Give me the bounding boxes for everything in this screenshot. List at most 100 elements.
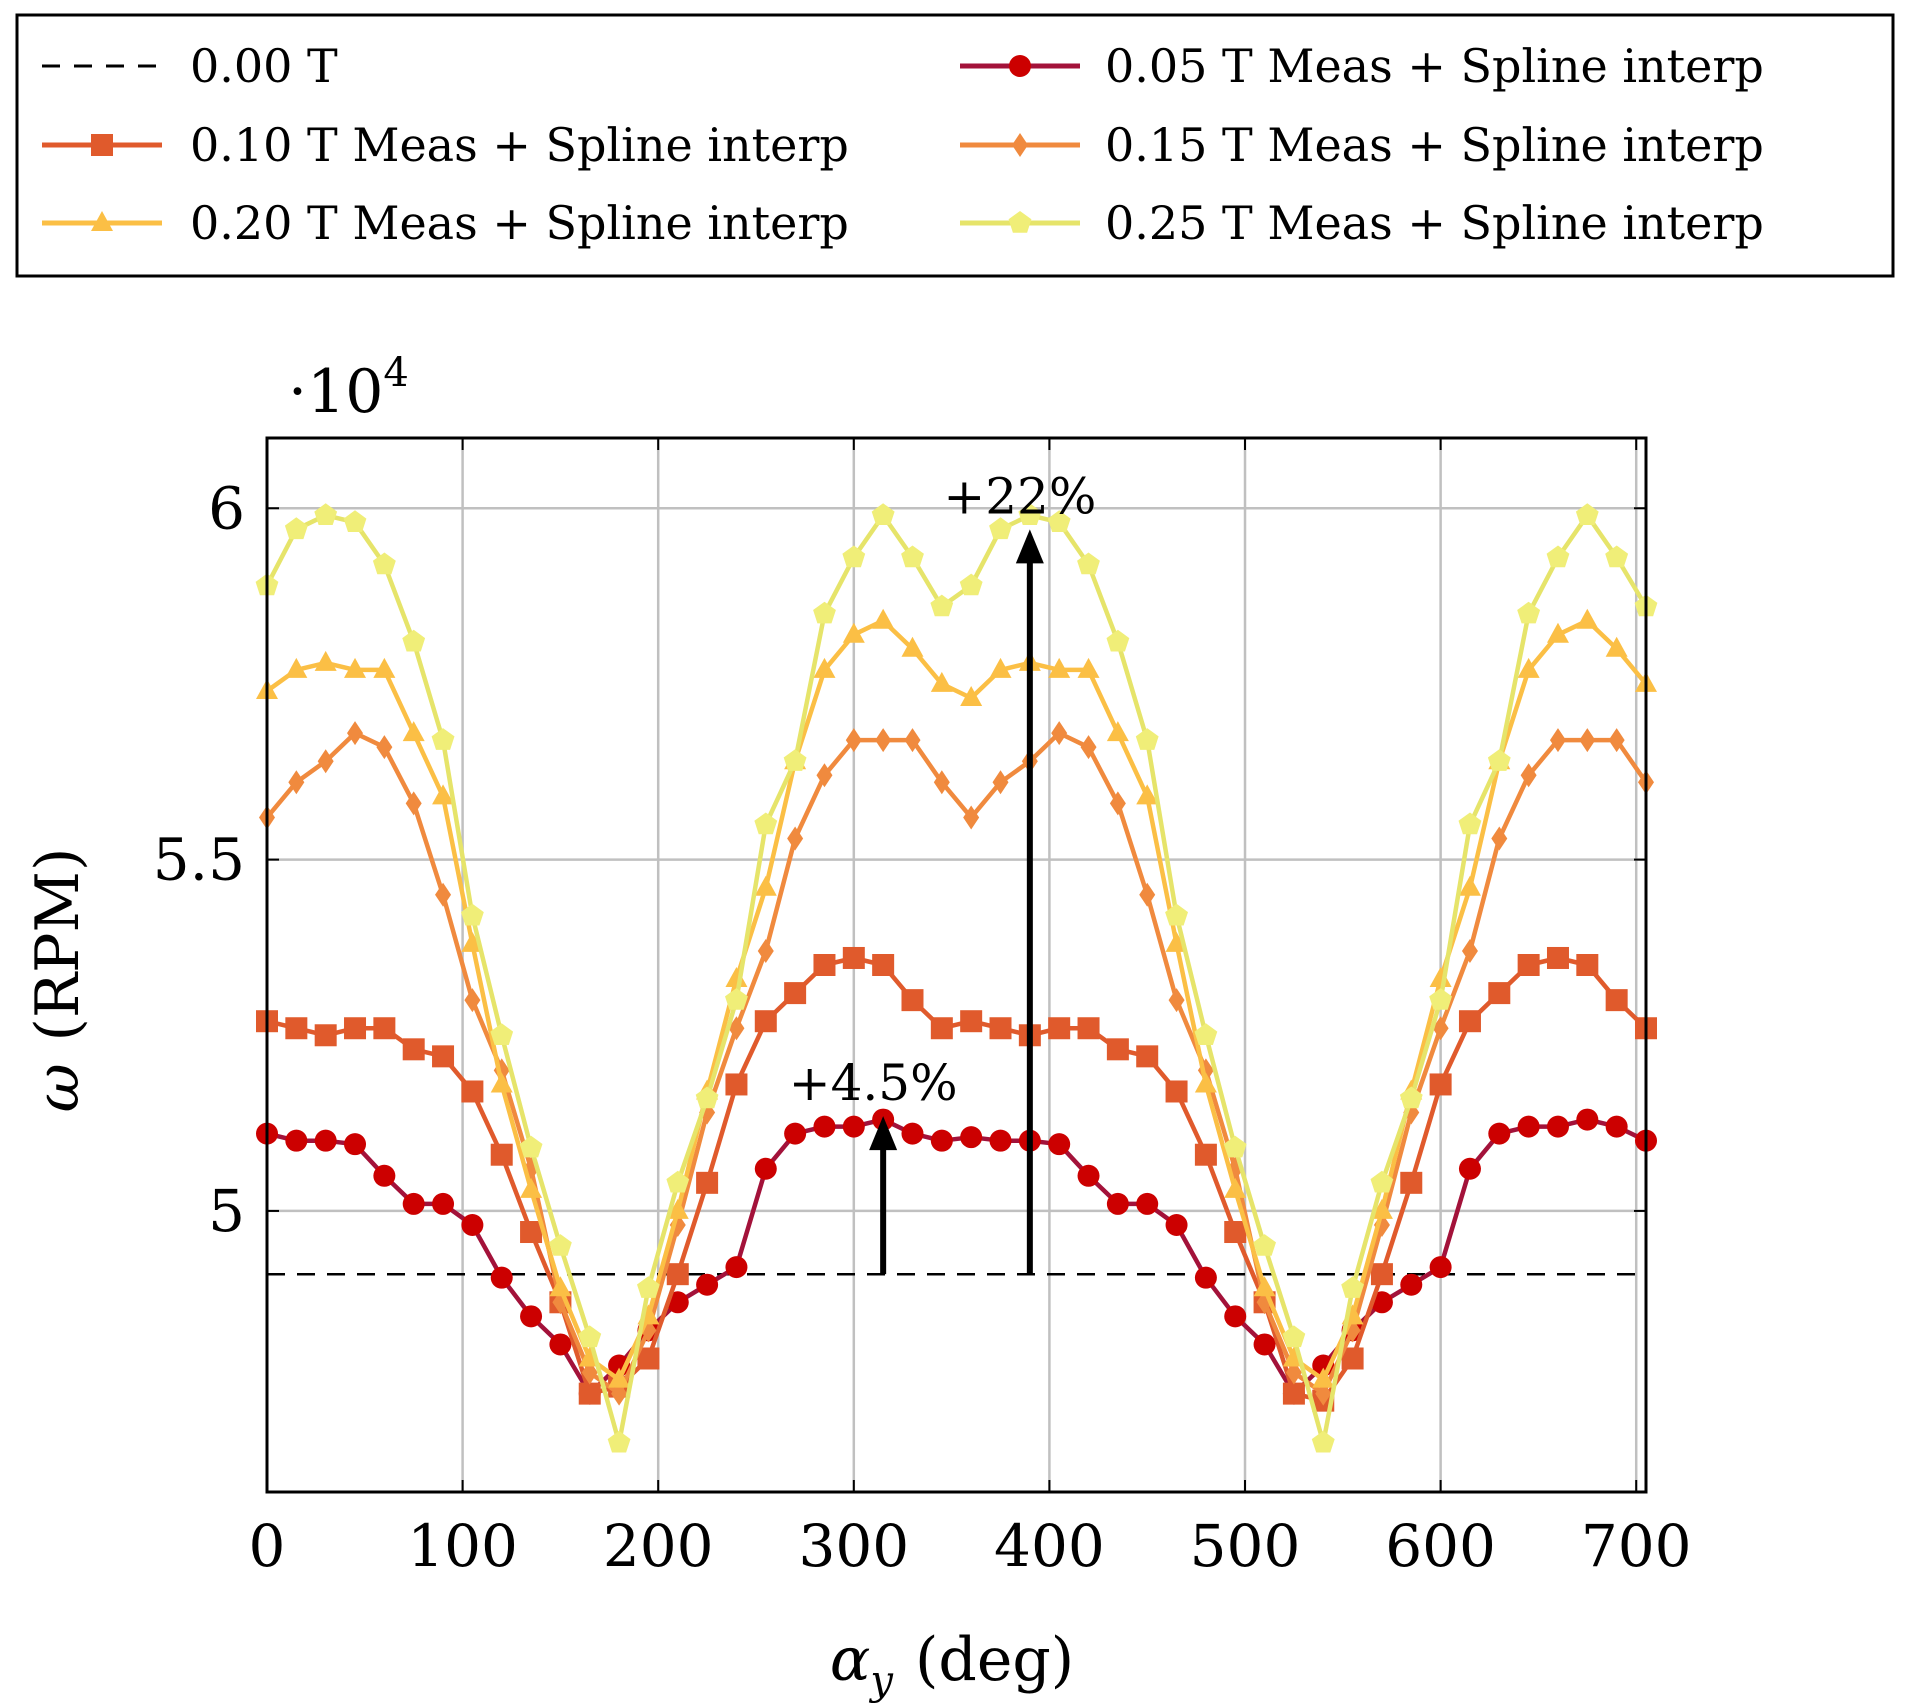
data-point [1429,988,1452,1010]
legend-label: 0.00 T [190,39,338,93]
data-point [461,1213,484,1236]
data-point [402,1038,425,1061]
data-point [695,1086,719,1109]
data-point [1605,636,1628,657]
data-point [816,763,833,788]
data-point [901,1122,924,1145]
data-point [405,791,422,816]
data-point [1194,1143,1217,1166]
data-point [989,657,1012,678]
data-point [285,657,308,678]
data-point [1491,826,1508,851]
data-point [989,1129,1012,1152]
data-point [285,1129,308,1152]
data-point [432,784,455,805]
data-point [842,946,865,969]
legend-label: 0.15 T Meas + Spline interp [1105,118,1764,172]
y-multiplier-base: ·10 [288,357,383,427]
annotation-label: +22% [943,467,1096,525]
data-point [1432,1016,1449,1041]
data-point [1224,1305,1247,1328]
data-point [376,735,393,760]
data-point [930,594,954,617]
data-point [288,770,305,795]
data-point [1608,728,1625,753]
data-point [461,903,484,926]
data-point [344,1017,367,1040]
data-point [842,545,866,568]
legend-entry: 0.25 T Meas + Spline interp [960,196,1764,250]
x-axis-unit: (deg) [915,1625,1074,1695]
annotation-0: +4.5% [789,1054,958,1275]
data-point [461,1080,484,1103]
legend-label: 0.05 T Meas + Spline interp [1105,39,1764,93]
data-point [520,1177,543,1198]
data-point [930,1017,953,1040]
data-point [872,608,895,629]
data-point [1605,1115,1628,1138]
data-point [1282,1382,1305,1405]
data-point [1517,1115,1540,1138]
x-tick-label: 100 [407,1512,518,1580]
data-point [1458,1157,1481,1180]
data-point [842,622,865,643]
series-2 [256,946,1657,1412]
data-point [784,982,807,1005]
data-point [725,988,748,1010]
data-point [344,1133,367,1156]
data-point [1048,1133,1071,1156]
data-point [754,1157,777,1180]
data-point [959,573,983,596]
data-point [992,770,1009,795]
data-point [1194,1072,1217,1093]
data-point [1400,1273,1423,1296]
data-point [930,1129,953,1152]
legend-frame [15,13,1895,278]
data-point [845,728,862,753]
data-point [373,1164,396,1187]
data-point [666,1170,690,1193]
y-multiplier-exponent: 4 [383,350,408,396]
data-point [1341,1276,1364,1298]
data-point [1370,1291,1393,1314]
data-point [1223,1135,1247,1158]
data-point [314,1024,337,1047]
data-point [783,749,807,771]
data-point [1546,622,1569,643]
data-point [1458,1010,1481,1033]
data-point [1429,967,1452,988]
data-point [1517,954,1540,976]
data-point [813,601,836,624]
data-point [871,503,895,525]
data-point [1077,552,1100,575]
data-point [1311,1430,1335,1453]
data-point [1487,749,1511,771]
data-point [1165,903,1188,926]
data-point [1315,1381,1332,1406]
series-1 [256,1108,1657,1405]
data-point [1077,657,1100,678]
y-tick-label: 6 [208,474,245,542]
data-point [373,1017,396,1040]
x-axis-subscript: y [868,1658,894,1704]
data-point [666,1263,689,1286]
y-axis-unit: (RPM) [23,848,93,1042]
data-point [1224,1221,1247,1244]
data-point [549,1333,572,1356]
legend-swatch-marker [91,211,113,231]
data-point [608,1367,631,1388]
data-point [725,1073,748,1096]
data-point [1488,982,1511,1005]
data-point [930,671,953,692]
data-point [725,1256,748,1279]
data-point [1136,1045,1159,1068]
data-point [933,770,950,795]
data-point [1370,1170,1394,1193]
data-point [490,1266,513,1289]
data-point [989,1017,1012,1040]
data-point [314,1129,337,1152]
data-point [317,749,334,774]
data-point [1253,1333,1276,1356]
plot-frame [265,436,1648,1494]
